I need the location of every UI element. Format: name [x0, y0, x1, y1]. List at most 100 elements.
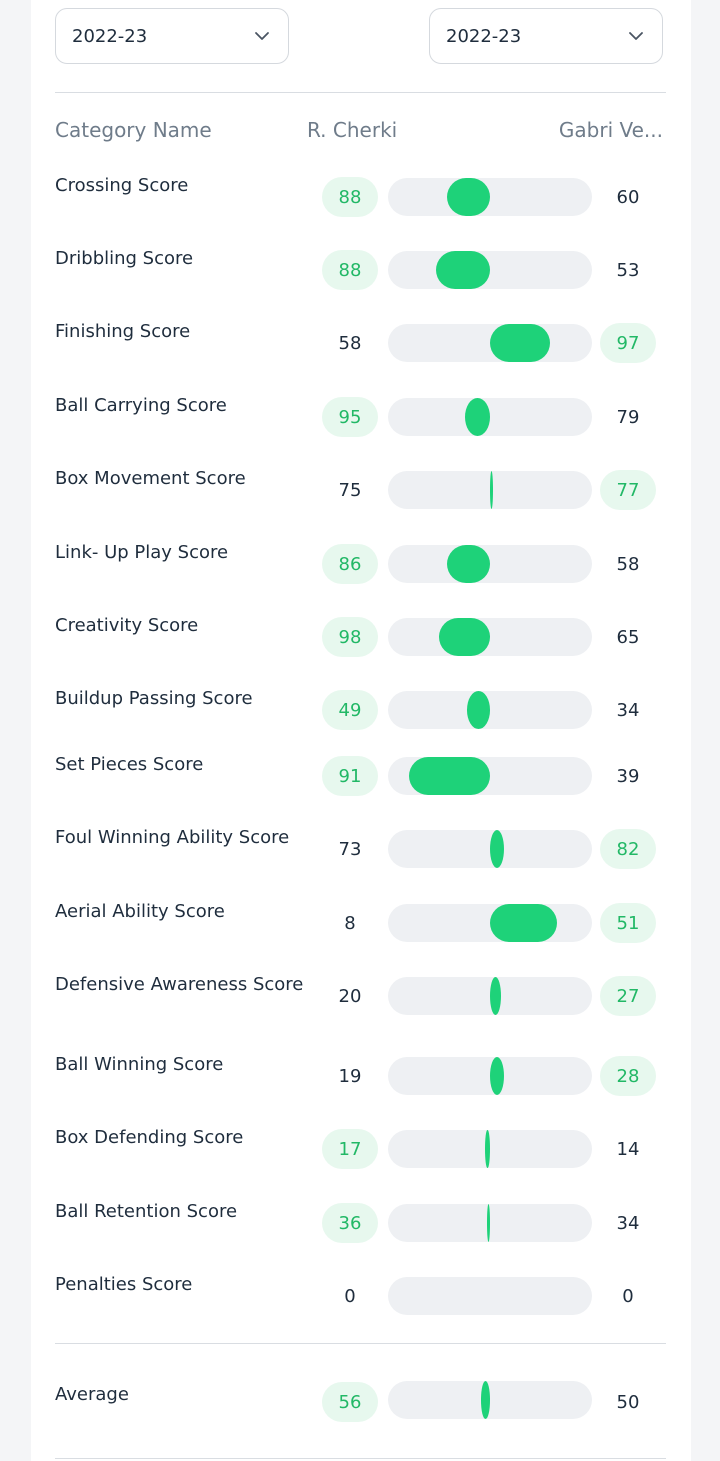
stat-row: Dribbling Score 88 53	[55, 246, 666, 296]
stat-category-label: Link- Up Play Score	[55, 542, 229, 563]
stat-row: Buildup Passing Score 49 34	[55, 686, 666, 736]
stat-category-label: Creativity Score	[55, 615, 199, 636]
stat-row: Ball Carrying Score 95 79	[55, 393, 666, 443]
divider-top	[55, 92, 666, 93]
stat-category-label: Foul Winning Ability Score	[55, 827, 290, 848]
header-category: Category Name	[55, 118, 212, 142]
stat-comparison-bar	[388, 1204, 592, 1242]
stat-row: Box Movement Score 75 77	[55, 466, 666, 516]
stat-comparison-bar	[388, 618, 592, 656]
average-diff-marker	[480, 1381, 490, 1419]
stat-diff-marker	[435, 251, 490, 289]
stat-comparison-bar	[388, 904, 592, 942]
stat-right-value: 39	[616, 765, 640, 787]
stat-diff-marker	[490, 471, 494, 509]
stat-left-value: 88	[322, 250, 378, 290]
header-player-right: Gabri Ve...	[558, 118, 663, 142]
stat-left-value: 73	[338, 838, 362, 860]
stat-row: Defensive Awareness Score 20 27	[55, 972, 666, 1022]
stat-left-value: 75	[338, 479, 362, 501]
stat-left-value: 36	[322, 1203, 378, 1243]
stat-diff-marker	[490, 904, 557, 942]
stat-left-value: 20	[338, 985, 362, 1007]
average-left-value: 56	[322, 1382, 378, 1422]
stat-right-value: 51	[600, 903, 656, 943]
stat-diff-marker	[438, 618, 490, 656]
stat-category-label: Dribbling Score	[55, 248, 194, 269]
stat-category-label: Defensive Awareness Score	[55, 974, 304, 995]
stat-category-label: Set Pieces Score	[55, 754, 204, 775]
stat-left-value: 86	[322, 544, 378, 584]
stat-row: Box Defending Score 17 14	[55, 1125, 666, 1175]
season-select-right[interactable]: 2022-23	[429, 8, 663, 64]
stat-right-value: 97	[600, 323, 656, 363]
stat-category-label: Finishing Score	[55, 321, 191, 342]
stat-category-label: Aerial Ability Score	[55, 901, 225, 922]
stat-row: Set Pieces Score 91 39	[55, 752, 666, 802]
stat-right-value: 79	[616, 406, 640, 428]
stat-right-value: 82	[600, 829, 656, 869]
stat-comparison-bar	[388, 471, 592, 509]
stat-comparison-bar	[388, 691, 592, 729]
stat-category-label: Ball Retention Score	[55, 1201, 238, 1222]
stat-diff-marker	[490, 830, 504, 868]
stat-right-value: 34	[616, 699, 640, 721]
stat-comparison-bar	[388, 1130, 592, 1168]
stat-right-value: 27	[600, 976, 656, 1016]
stat-comparison-bar	[388, 324, 592, 362]
average-comparison-bar	[388, 1381, 592, 1419]
stat-diff-marker	[466, 691, 490, 729]
stat-right-value: 60	[616, 186, 640, 208]
stat-left-value: 91	[322, 756, 378, 796]
stat-left-value: 49	[322, 690, 378, 730]
stat-diff-marker	[490, 324, 551, 362]
stat-right-value: 65	[616, 626, 640, 648]
stat-row: Ball Winning Score 19 28	[55, 1052, 666, 1102]
stat-comparison-bar	[388, 757, 592, 795]
stat-row: Penalties Score 0 0	[55, 1272, 666, 1322]
season-select-left[interactable]: 2022-23	[55, 8, 289, 64]
stat-comparison-bar	[388, 830, 592, 868]
stat-comparison-bar	[388, 1277, 592, 1315]
stat-right-value: 53	[616, 259, 640, 281]
stat-category-label: Ball Carrying Score	[55, 395, 227, 416]
stat-diff-marker	[486, 1204, 490, 1242]
stat-left-value: 17	[322, 1129, 378, 1169]
stat-diff-marker	[409, 757, 490, 795]
stat-comparison-bar	[388, 1057, 592, 1095]
chevron-down-icon	[629, 32, 643, 40]
stat-row: Ball Retention Score 36 34	[55, 1199, 666, 1249]
stat-comparison-bar	[388, 545, 592, 583]
stat-right-value: 28	[600, 1056, 656, 1096]
stat-left-value: 88	[322, 177, 378, 217]
stat-row: Foul Winning Ability Score 73 82	[55, 825, 666, 875]
stat-row: Finishing Score 58 97	[55, 319, 666, 369]
stat-diff-marker	[446, 178, 490, 216]
chevron-down-icon	[255, 32, 269, 40]
stat-category-label: Buildup Passing Score	[55, 688, 253, 709]
stat-category-label: Ball Winning Score	[55, 1054, 224, 1075]
stat-category-label: Box Defending Score	[55, 1127, 244, 1148]
stat-row: Link- Up Play Score 86 58	[55, 540, 666, 590]
header-player-left: R. Cherki	[307, 118, 398, 142]
stat-right-value: 34	[616, 1212, 640, 1234]
stat-left-value: 98	[322, 617, 378, 657]
stat-comparison-bar	[388, 251, 592, 289]
stat-diff-marker	[490, 1057, 504, 1095]
stat-comparison-bar	[388, 977, 592, 1015]
stat-row: Aerial Ability Score 8 51	[55, 899, 666, 949]
average-label: Average	[55, 1384, 129, 1405]
stat-left-value: 0	[344, 1285, 356, 1307]
stat-left-value: 8	[344, 912, 356, 934]
average-row: Average 56 50	[55, 1380, 666, 1424]
divider-bottom	[55, 1458, 666, 1459]
average-right-value: 50	[616, 1391, 640, 1413]
stat-category-label: Crossing Score	[55, 175, 189, 196]
stat-right-value: 14	[616, 1138, 640, 1160]
stat-comparison-bar	[388, 398, 592, 436]
comparison-card: 2022-23 2022-23 Category Name R. Cherki …	[31, 0, 691, 1461]
stat-diff-marker	[446, 545, 490, 583]
stat-comparison-bar	[388, 178, 592, 216]
stat-row: Crossing Score 88 60	[55, 173, 666, 223]
season-select-right-value: 2022-23	[446, 25, 522, 47]
